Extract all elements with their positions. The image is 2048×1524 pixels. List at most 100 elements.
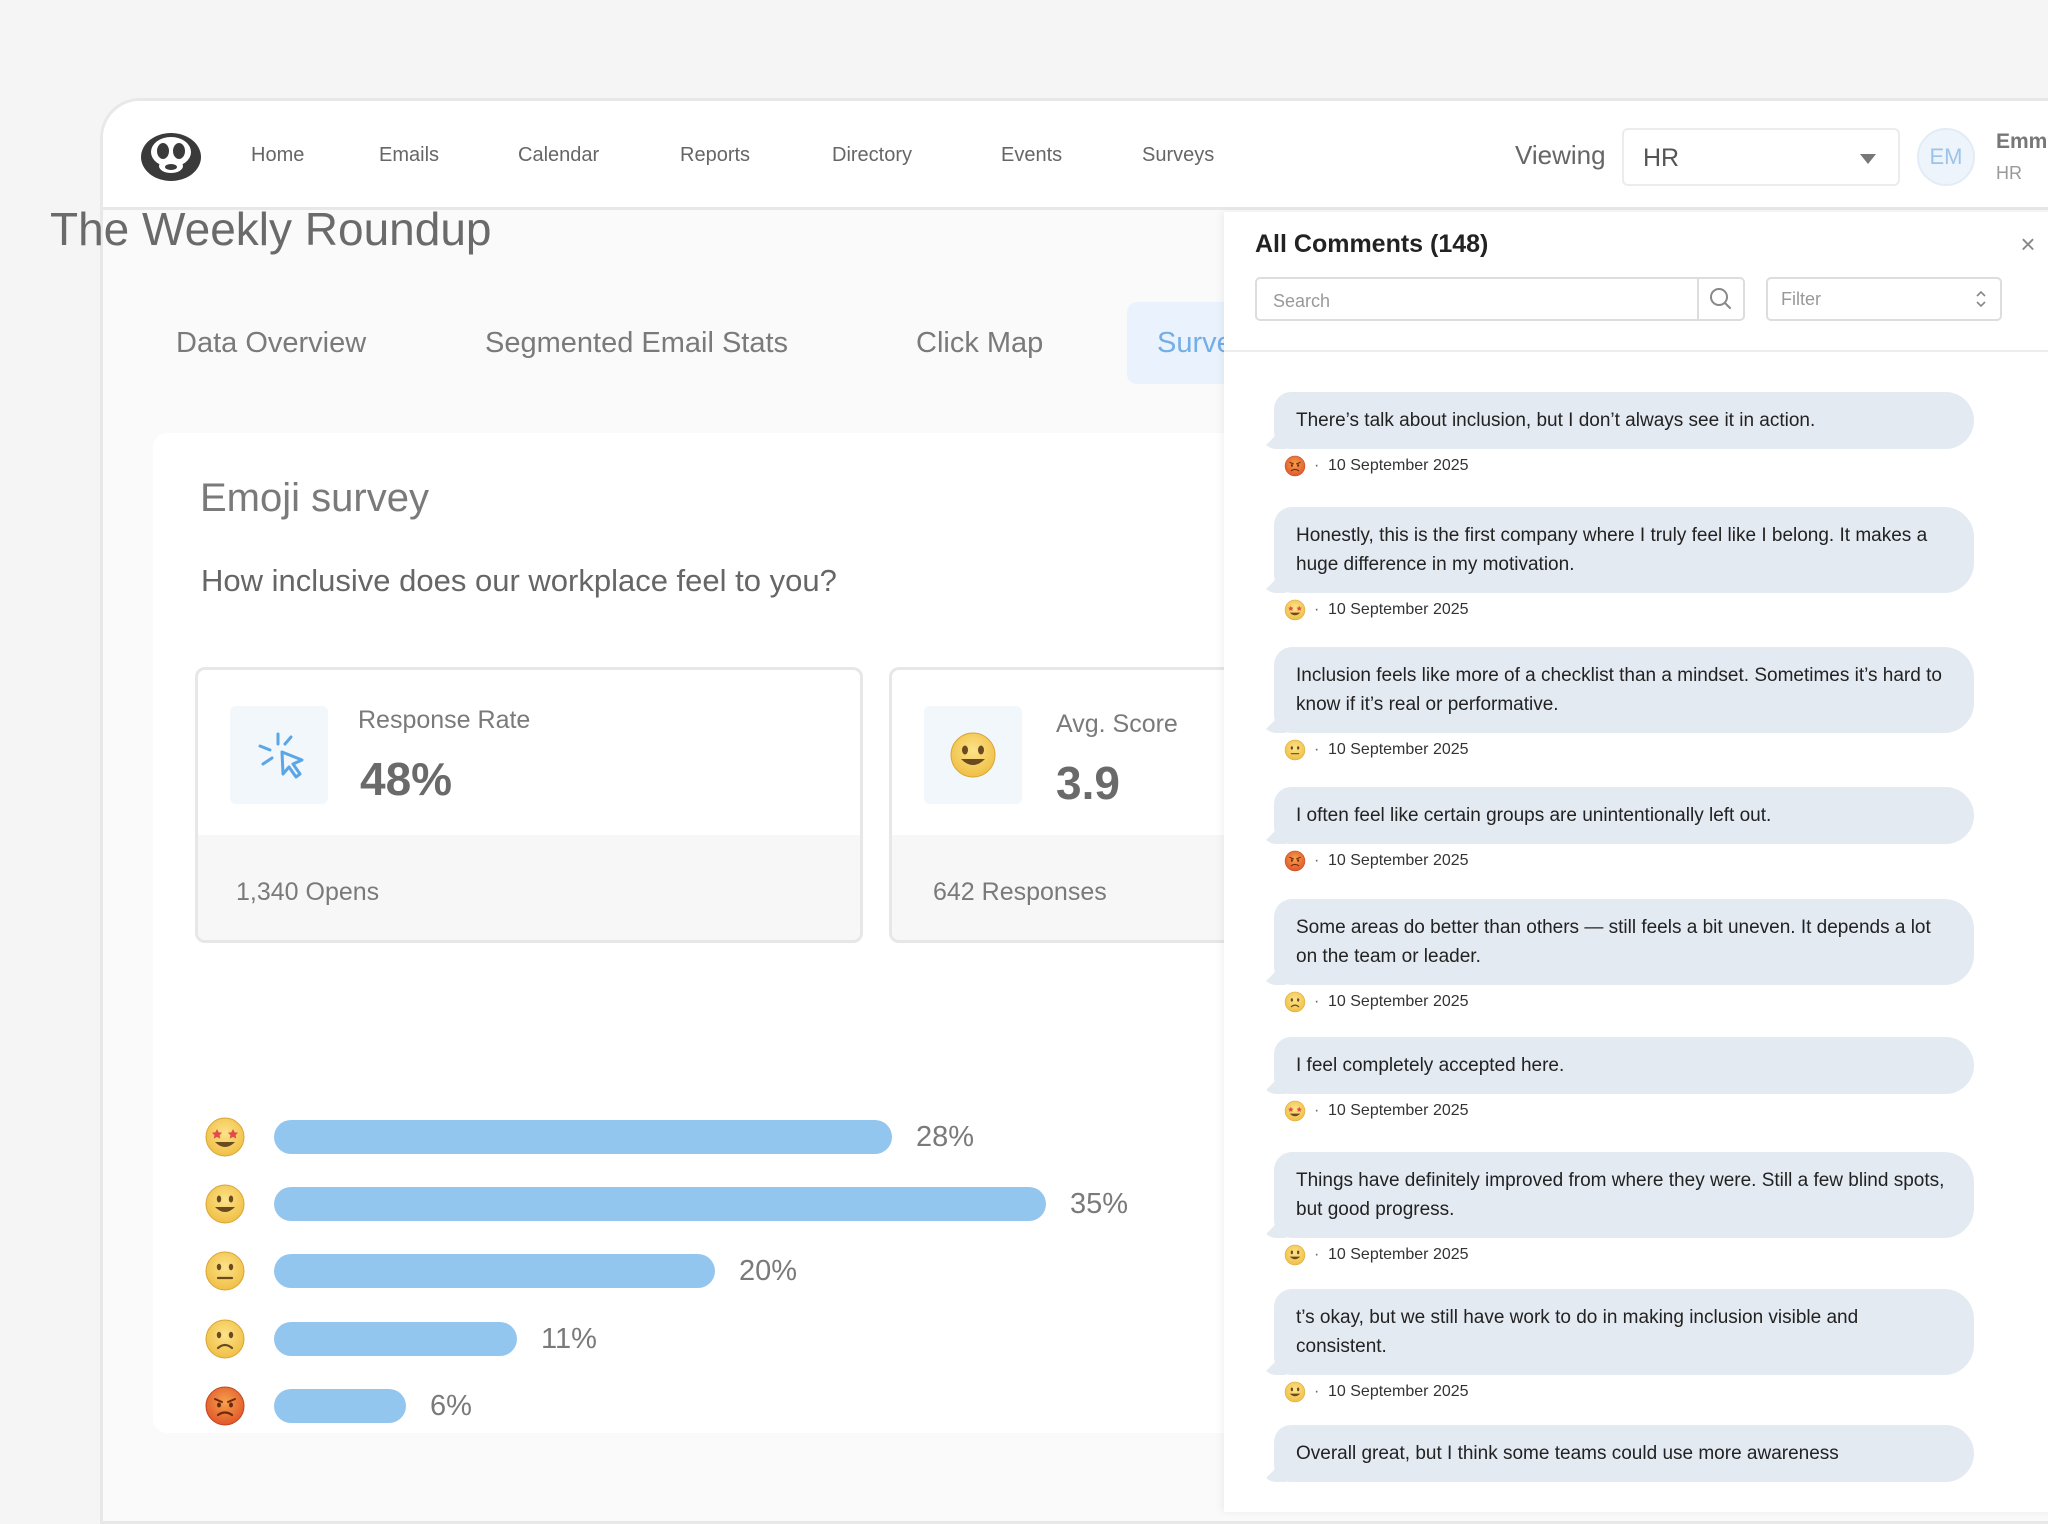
comment-meta: · 10 September 2025 (1284, 1100, 1974, 1124)
comment-meta: · 10 September 2025 (1284, 1244, 1974, 1268)
star-struck-face-icon (1284, 1100, 1306, 1122)
comment-meta: · 10 September 2025 (1284, 739, 1974, 763)
nav-emails[interactable]: Emails (379, 144, 440, 166)
nav-home[interactable]: Home (251, 144, 305, 166)
star-struck-face-icon (204, 1116, 246, 1158)
comment-text: Honestly, this is the first company wher… (1274, 507, 1974, 593)
nav-calendar[interactable]: Calendar (518, 144, 600, 166)
monkey-logo-icon[interactable] (139, 130, 203, 182)
smiley-icon (924, 706, 1022, 804)
comment-date: 10 September 2025 (1328, 852, 1469, 869)
comment-search[interactable] (1255, 277, 1745, 321)
comments-header: All Comments (148) × Filter (1224, 212, 2048, 352)
tab-click-map[interactable]: Click Map (916, 327, 1044, 359)
separator-dot: · (1314, 993, 1320, 1010)
comment-date: 10 September 2025 (1328, 993, 1469, 1010)
frowning-face-icon (204, 1318, 246, 1360)
close-icon[interactable]: × (2020, 229, 2036, 259)
comment-date: 10 September 2025 (1328, 457, 1469, 474)
comment-item: Overall great, but I think some teams co… (1274, 1425, 1974, 1482)
comment-meta: · 10 September 2025 (1284, 1381, 1974, 1405)
opens-count: 1,340 Opens (236, 878, 380, 906)
bar-value-label: 11% (541, 1323, 597, 1355)
comment-text: t’s okay, but we still have work to do i… (1274, 1289, 1974, 1375)
avatar[interactable]: EM (1917, 128, 1975, 186)
comment-item: Things have definitely improved from whe… (1274, 1152, 1974, 1268)
separator-dot: · (1314, 1246, 1320, 1263)
response-rate-value: 48% (360, 753, 453, 805)
user-name: Emma (1996, 130, 2048, 153)
comment-meta: · 10 September 2025 (1284, 599, 1974, 623)
response-rate-label: Response Rate (358, 706, 531, 734)
separator-dot: · (1314, 1102, 1320, 1119)
viewing-select[interactable]: HR (1622, 128, 1900, 186)
responses-count: 642 Responses (933, 878, 1107, 906)
bar-value-label: 35% (1070, 1188, 1129, 1220)
separator-dot: · (1314, 601, 1320, 618)
chevron-down-icon (1860, 154, 1876, 164)
nav-surveys[interactable]: Surveys (1142, 144, 1215, 166)
angry-face-icon (204, 1385, 246, 1427)
comment-date: 10 September 2025 (1328, 1246, 1469, 1263)
comment-date: 10 September 2025 (1328, 741, 1469, 758)
separator-dot: · (1314, 852, 1320, 869)
comment-meta: · 10 September 2025 (1284, 991, 1974, 1015)
survey-question: How inclusive does our workplace feel to… (201, 563, 837, 598)
angry-face-icon (1284, 455, 1306, 477)
viewing-label: Viewing (1515, 140, 1606, 170)
page-title: The Weekly Roundup (50, 203, 492, 255)
grinning-face-icon (1284, 1244, 1306, 1266)
comment-item: I feel completely accepted here. · 10 Sept… (1274, 1037, 1974, 1124)
bar-angry (274, 1389, 406, 1423)
avg-score-label: Avg. Score (1056, 710, 1178, 738)
bar-star-struck (274, 1120, 892, 1154)
avg-score-value: 3.9 (1056, 757, 1120, 809)
card-footer (198, 835, 860, 940)
comment-text: I often feel like certain groups are uni… (1274, 787, 1974, 844)
separator-dot: · (1314, 1383, 1320, 1400)
comments-panel: All Comments (148) × Filter There’s talk… (1224, 212, 2048, 1512)
bar-value-label: 20% (739, 1255, 798, 1287)
comment-text: Inclusion feels like more of a checklist… (1274, 647, 1974, 733)
nav-reports[interactable]: Reports (680, 144, 751, 166)
comment-item: Inclusion feels like more of a checklist… (1274, 647, 1974, 763)
bar-grinning (274, 1187, 1046, 1221)
comment-item: t’s okay, but we still have work to do i… (1274, 1289, 1974, 1405)
bar-value-label: 6% (430, 1390, 472, 1422)
separator-dot: · (1314, 457, 1320, 474)
bar-frowning (274, 1322, 517, 1356)
nav-events[interactable]: Events (1001, 144, 1063, 166)
comment-item: Some areas do better than others — still… (1274, 899, 1974, 1015)
comment-filter[interactable]: Filter (1766, 277, 2002, 321)
angry-face-icon (1284, 850, 1306, 872)
search-input[interactable] (1271, 286, 1655, 316)
comment-text: Some areas do better than others — still… (1274, 899, 1974, 985)
response-rate-card: Response Rate 48% 1,340 Opens (195, 667, 863, 943)
tab-surveys-label: Surve (1157, 327, 1233, 359)
bar-neutral (274, 1254, 715, 1288)
comment-text: Overall great, but I think some teams co… (1274, 1425, 1974, 1482)
comment-text: There’s talk about inclusion, but I don’… (1274, 392, 1974, 449)
star-struck-face-icon (1284, 599, 1306, 621)
cursor-click-icon (230, 706, 328, 804)
user-department: HR (1996, 163, 2022, 183)
search-icon (1710, 288, 1731, 309)
grinning-face-icon (1284, 1381, 1306, 1403)
separator-dot: · (1314, 741, 1320, 758)
comment-text: I feel completely accepted here. (1274, 1037, 1974, 1094)
card-footer (892, 835, 1246, 940)
grinning-face-icon (204, 1183, 246, 1225)
sort-arrows-icon (1976, 290, 1986, 308)
viewing-select-value: HR (1643, 144, 1680, 172)
tab-data-overview[interactable]: Data Overview (176, 327, 367, 359)
nav-directory[interactable]: Directory (832, 144, 913, 166)
comment-text: Things have definitely improved from whe… (1274, 1152, 1974, 1238)
avg-score-card: Avg. Score 3.9 642 Responses (889, 667, 1249, 943)
tab-segmented-email-stats[interactable]: Segmented Email Stats (485, 327, 789, 359)
comment-date: 10 September 2025 (1328, 1102, 1469, 1119)
search-button[interactable] (1697, 279, 1743, 319)
comment-date: 10 September 2025 (1328, 601, 1469, 618)
survey-title: Emoji survey (200, 476, 429, 520)
top-navigation: Home Emails Calendar Reports Directory E… (103, 101, 2048, 210)
neutral-face-icon (204, 1250, 246, 1292)
